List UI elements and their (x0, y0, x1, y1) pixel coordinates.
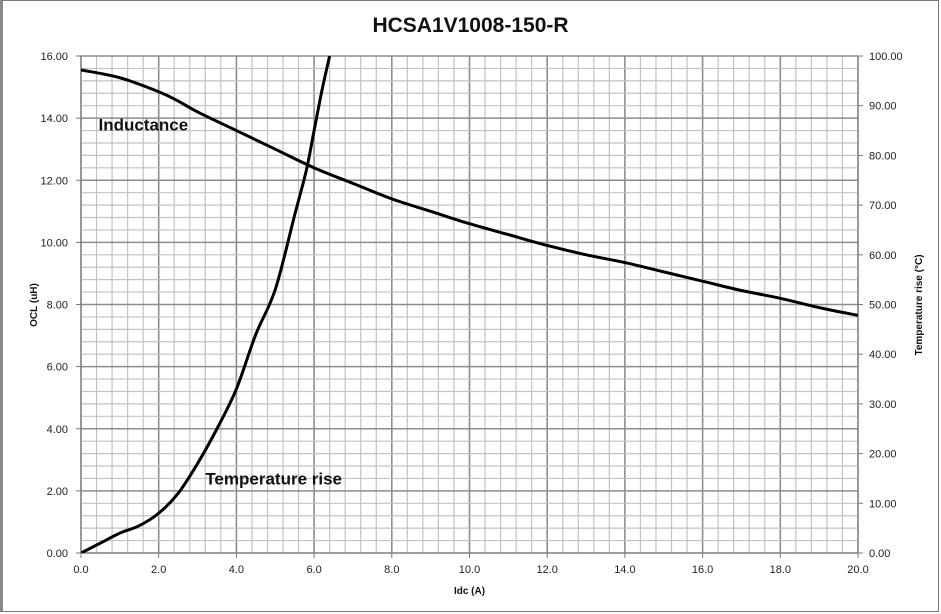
y-axis-label: OCL (uH) (29, 283, 40, 327)
y2-tick-label: 0.00 (869, 548, 890, 560)
chart-title: HCSA1V1008-150-R (372, 14, 569, 37)
y2-tick-label: 10.00 (869, 498, 897, 510)
y2-tick-label: 80.00 (869, 150, 897, 162)
x-tick-label: 20.0 (847, 564, 868, 576)
x-tick-label: 14.0 (614, 564, 635, 576)
temperature-rise-curve (81, 56, 332, 553)
x-tick-label: 0.0 (73, 564, 88, 576)
x-axis-label: Idc (A) (454, 586, 485, 597)
x-tick-label: 6.0 (306, 564, 321, 576)
temperature-rise-label: Temperature rise (205, 470, 342, 489)
x-tick-label: 2.0 (151, 564, 166, 576)
x-tick-label: 8.0 (384, 564, 399, 576)
x-tick-label: 18.0 (770, 564, 791, 576)
y2-tick-label: 20.00 (869, 449, 897, 461)
x-tick-label: 10.0 (459, 564, 480, 576)
x-tick-label: 12.0 (536, 564, 557, 576)
y-tick-label: 8.00 (47, 300, 68, 312)
y-tick-label: 14.00 (40, 113, 68, 125)
y-tick-label: 0.00 (47, 548, 68, 560)
y2-tick-label: 70.00 (869, 200, 897, 212)
y2-tick-label: 50.00 (869, 300, 897, 312)
y2-tick-label: 40.00 (869, 349, 897, 361)
y-tick-label: 6.00 (47, 362, 68, 374)
y-tick-label: 16.00 (40, 51, 68, 63)
y-tick-label: 12.00 (40, 175, 68, 187)
y2-tick-label: 30.00 (869, 399, 897, 411)
y-tick-label: 4.00 (47, 424, 68, 436)
y2-tick-label: 60.00 (869, 250, 897, 262)
y-tick-label: 2.00 (47, 486, 68, 498)
y2-tick-label: 100.00 (869, 51, 903, 63)
y2-axis-label: Temperature rise (°C) (914, 254, 925, 355)
y-tick-label: 10.00 (40, 237, 68, 249)
inductance-curve (81, 68, 858, 317)
x-tick-label: 4.0 (229, 564, 244, 576)
y2-tick-label: 90.00 (869, 101, 897, 113)
x-tick-label: 16.0 (692, 564, 713, 576)
inductance-label: Inductance (98, 116, 188, 135)
